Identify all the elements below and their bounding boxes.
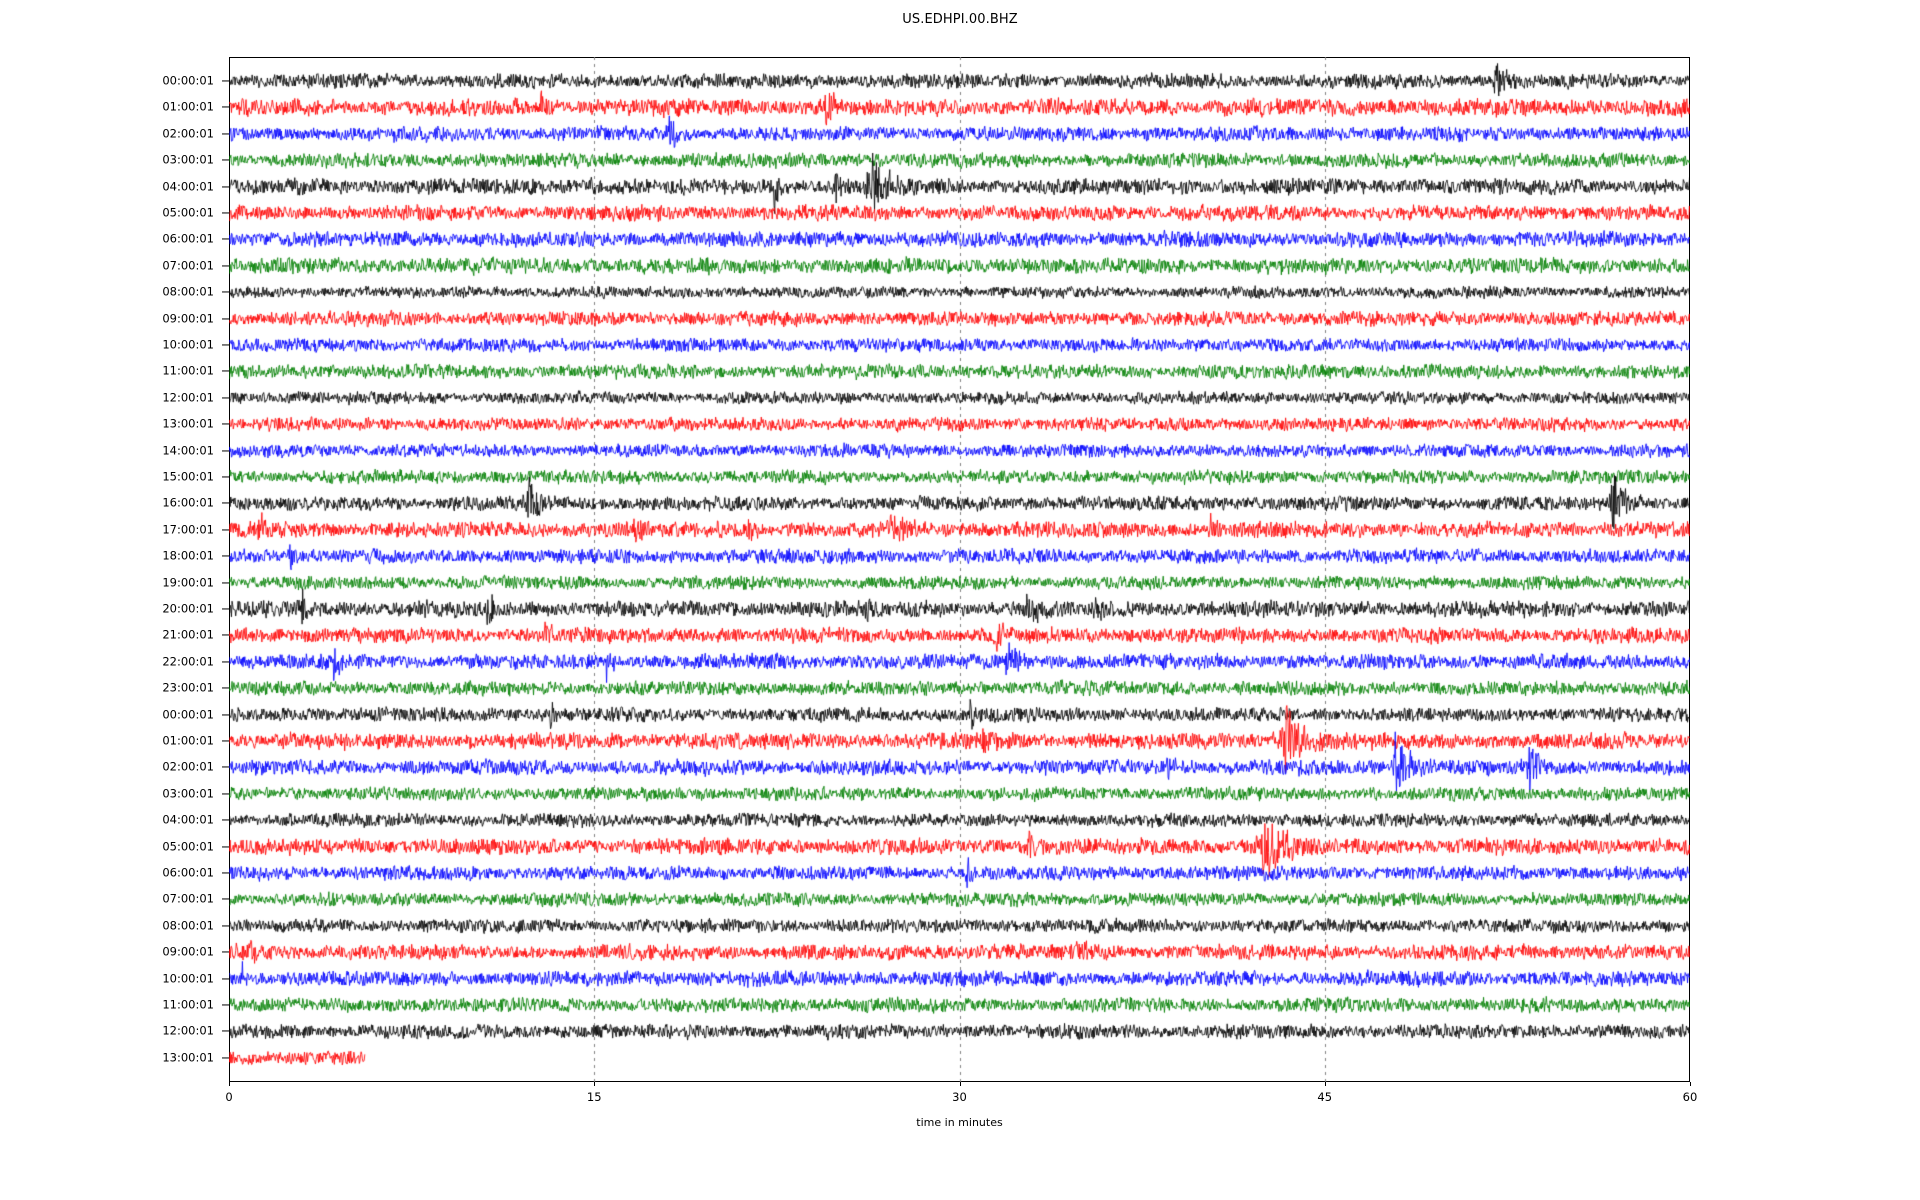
y-axis-tick-mark (222, 555, 229, 557)
y-axis-tick-mark (222, 159, 229, 161)
y-axis-tick-label: 02:00:01 (162, 759, 214, 774)
y-axis-tick-label: 08:00:01 (162, 284, 214, 299)
y-axis-tick-mark (222, 687, 229, 689)
y-axis-tick-mark (222, 1057, 229, 1059)
y-axis-tick-mark (222, 898, 229, 900)
y-axis-tick-mark (222, 238, 229, 240)
y-axis-tick-label: 03:00:01 (162, 786, 214, 801)
x-axis-tick-label: 30 (952, 1090, 967, 1104)
y-axis-tick-label: 01:00:01 (162, 99, 214, 114)
x-axis-tick-mark (959, 1082, 961, 1086)
y-axis-tick-mark (222, 423, 229, 425)
x-axis-tick-mark (229, 1082, 231, 1086)
y-axis-tick-label: 17:00:01 (162, 522, 214, 537)
y-axis-tick-mark (222, 450, 229, 452)
x-axis-tick-label: 45 (1317, 1090, 1333, 1104)
y-axis-tick-label: 22:00:01 (162, 654, 214, 669)
y-axis-tick-label: 08:00:01 (162, 918, 214, 933)
y-axis-tick-mark (222, 265, 229, 267)
y-axis-tick-mark (222, 529, 229, 531)
y-axis-tick-label: 15:00:01 (162, 469, 214, 484)
y-axis-tick-mark (222, 133, 229, 135)
y-axis-tick-mark (222, 80, 229, 82)
y-axis-tick-mark (222, 819, 229, 821)
page-title: US.EDHPI.00.BHZ (902, 12, 1018, 27)
y-axis-tick-mark (222, 714, 229, 716)
y-axis-tick-label: 09:00:01 (162, 944, 214, 959)
y-axis-tick-label: 02:00:01 (162, 126, 214, 141)
y-axis-tick-mark (222, 212, 229, 214)
y-axis-tick-mark (222, 740, 229, 742)
y-axis-tick-label: 05:00:01 (162, 838, 214, 853)
y-axis-tick-mark (222, 370, 229, 372)
y-axis-tick-mark (222, 978, 229, 980)
y-axis-tick-label: 10:00:01 (162, 337, 214, 352)
x-axis-tick-mark (1324, 1082, 1326, 1086)
y-axis-tick-mark (222, 106, 229, 108)
y-axis-tick-label: 12:00:01 (162, 1023, 214, 1038)
y-axis-tick-label: 16:00:01 (162, 495, 214, 510)
y-axis-tick-label: 06:00:01 (162, 231, 214, 246)
y-axis-tick-label: 19:00:01 (162, 574, 214, 589)
y-axis-tick-label: 01:00:01 (162, 733, 214, 748)
x-axis-tick-label: 0 (225, 1090, 233, 1104)
y-axis-tick-label: 23:00:01 (162, 680, 214, 695)
y-axis-tick-mark (222, 397, 229, 399)
y-axis-tick-mark (222, 872, 229, 874)
y-axis-tick-label: 13:00:01 (162, 1050, 214, 1065)
x-axis-label: time in minutes (916, 1116, 1003, 1129)
y-axis-tick-label: 06:00:01 (162, 865, 214, 880)
y-axis-tick-label: 11:00:01 (162, 997, 214, 1012)
y-axis-tick-label: 18:00:01 (162, 548, 214, 563)
y-axis-tick-label: 20:00:01 (162, 601, 214, 616)
y-axis-tick-label: 05:00:01 (162, 205, 214, 220)
y-axis-tick-label: 10:00:01 (162, 970, 214, 985)
y-axis-tick-mark (222, 608, 229, 610)
x-axis-tick-label: 60 (1682, 1090, 1698, 1104)
y-axis-tick-mark (222, 476, 229, 478)
y-axis-tick-label: 03:00:01 (162, 152, 214, 167)
y-axis-tick-label: 09:00:01 (162, 310, 214, 325)
y-axis-tick-mark (222, 846, 229, 848)
y-axis-tick-mark (222, 344, 229, 346)
y-axis-tick-mark (222, 951, 229, 953)
x-axis-tick-label: 15 (586, 1090, 602, 1104)
y-axis-tick-mark (222, 291, 229, 293)
y-axis-tick-label: 21:00:01 (162, 627, 214, 642)
x-axis-tick-mark (1690, 1082, 1692, 1086)
y-axis-tick-mark (222, 634, 229, 636)
y-axis-tick-mark (222, 661, 229, 663)
y-axis-tick-mark (222, 1004, 229, 1006)
y-axis-tick-mark (222, 502, 229, 504)
y-axis-tick-label: 07:00:01 (162, 258, 214, 273)
y-axis-tick-mark (222, 318, 229, 320)
y-axis-tick-label: 13:00:01 (162, 416, 214, 431)
y-axis-tick-mark (222, 766, 229, 768)
y-axis-tick-label: 04:00:01 (162, 178, 214, 193)
y-axis-tick-label: 04:00:01 (162, 812, 214, 827)
y-axis-tick-label: 07:00:01 (162, 891, 214, 906)
y-axis-tick-label: 12:00:01 (162, 390, 214, 405)
x-axis-tick-mark (594, 1082, 596, 1086)
y-axis-tick-mark (222, 925, 229, 927)
seismogram-traces-canvas (229, 57, 1690, 1082)
y-axis-tick-mark (222, 1030, 229, 1032)
y-axis-tick-label: 00:00:01 (162, 73, 214, 88)
y-axis-tick-mark (222, 582, 229, 584)
y-axis-tick-label: 11:00:01 (162, 363, 214, 378)
y-axis-tick-mark (222, 793, 229, 795)
y-axis-tick-label: 14:00:01 (162, 442, 214, 457)
y-axis-tick-label: 00:00:01 (162, 706, 214, 721)
y-axis-tick-mark (222, 186, 229, 188)
